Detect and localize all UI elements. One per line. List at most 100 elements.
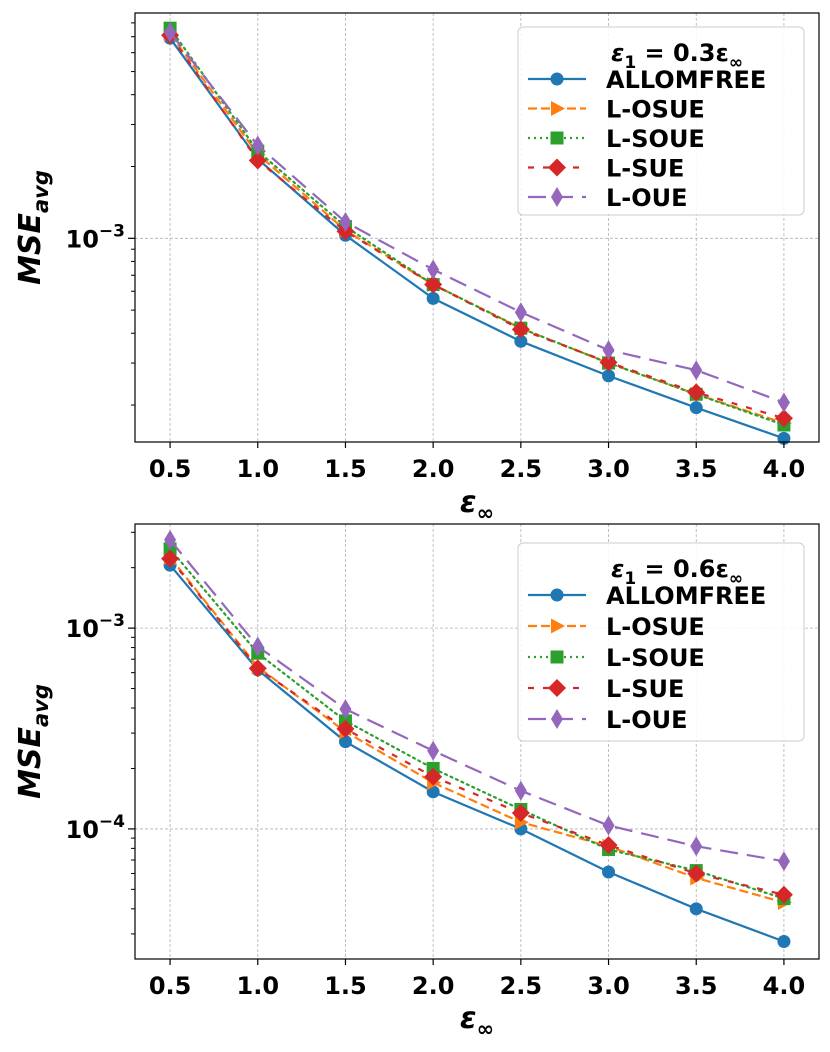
legend-label: L-SUE [606,675,684,703]
series-line [169,564,785,943]
legend-marker [551,709,563,729]
legend-entry-l-soue: L-SOUE [528,125,705,153]
y-tick-label: 10−3 [66,221,125,253]
data-point [164,22,177,43]
legend-marker [548,158,566,177]
data-point [687,383,706,402]
data-point [690,360,703,381]
data-point [774,409,793,428]
data-point [602,340,615,361]
data-point [164,529,177,550]
series-l-sue [161,549,793,904]
data-point [511,320,530,339]
data-point [602,865,616,879]
legend-label: L-OUE [606,706,688,734]
y-axis-label: MSEavg [13,170,53,285]
x-tick-label: 0.5 [149,972,192,1000]
series-l-oue [164,22,790,413]
legend-marker [551,101,565,116]
data-point [514,302,527,323]
data-point [599,353,618,372]
data-point [514,334,528,348]
legend-marker [551,187,563,207]
legend-title: ε1 = 0.3ε∞ [611,39,743,73]
legend-frame [517,542,805,742]
x-tick-label: 1.5 [324,455,367,483]
data-point [514,780,527,801]
data-point [777,851,790,872]
x-tick-label: 2.0 [412,455,455,483]
legend-label: L-SUE [606,155,684,183]
data-point [426,291,440,305]
data-point [511,804,530,823]
legend-entry-l-osue: L-OSUE [528,613,705,641]
y-tick-label: 10−4 [66,812,126,844]
x-axis-label: ε∞ [460,485,494,525]
data-point [689,401,703,415]
series-l-oue [164,529,790,872]
series-line [169,37,785,440]
data-point [424,767,443,786]
series-line [169,31,785,404]
data-point [248,659,267,678]
data-point [339,212,352,233]
data-point [338,735,352,749]
legend: ε1 = 0.6ε∞ALLOMFREE L-OSUE L-SOUE L-SUE L-OU… [517,542,805,742]
data-point [599,836,618,855]
legend-entry-l-oue: L-OUE [528,706,688,734]
data-point [774,885,793,904]
series-line [169,557,785,896]
x-tick-label: 3.0 [587,972,630,1000]
x-tick-label: 4.0 [763,972,806,1000]
legend-marker [551,618,565,634]
x-tick-label: 1.5 [324,972,367,1000]
data-point [777,392,790,413]
axes-frame [134,12,820,443]
legend-label: L-SOUE [606,644,705,672]
legend-label: L-OUE [606,184,688,212]
x-tick-label: 3.0 [587,455,630,483]
data-point [424,275,443,294]
series-allomfree [163,558,791,949]
x-tick-label: 0.5 [149,455,192,483]
x-tick-label: 2.5 [500,972,543,1000]
y-minor-ticks [131,531,135,935]
legend: ε1 = 0.3ε∞ALLOMFREEL-OSUEL-SOUEL-SUEL-OU… [517,26,805,216]
data-point [689,902,703,916]
series-line [169,539,785,863]
legend-marker [550,72,564,86]
legend-marker [550,650,564,664]
y-tick-label: 10−3 [66,611,125,643]
data-point [161,549,180,568]
x-tick-label: 1.0 [237,455,280,483]
x-tick-label: 1.0 [237,972,280,1000]
chart-panel-2: 0.5 1.0 1.5 2.0 2.5 3.0 3.5 4.0 10−3 10−4 ε∞ MSEavg… [13,523,820,1041]
legend-entry-allomfree: ALLOMFREE [528,66,766,94]
data-point [251,135,264,156]
x-tick-label: 3.5 [675,455,718,483]
legend-entry-l-soue: L-SOUE [528,644,705,672]
y-minor-ticks [131,22,135,406]
data-point [251,636,264,657]
legend-label: L-SOUE [606,125,705,153]
legend-frame [517,26,805,216]
data-point [690,836,703,857]
x-tick-label: 2.5 [500,455,543,483]
legend-label: L-OSUE [606,96,705,124]
legend-label: ALLOMFREE [606,582,766,610]
legend-entry-l-sue: L-SUE [528,155,684,183]
legend-title: ε1 = 0.6ε∞ [611,555,743,589]
legend-label: L-OSUE [606,613,705,641]
series-line [168,27,786,427]
axes-frame [134,523,820,960]
data-point [248,151,267,170]
data-point [687,864,706,883]
x-tick-label: 2.0 [412,972,455,1000]
legend-label: ALLOMFREE [606,66,766,94]
data-point [602,815,615,836]
x-tick-label: 3.5 [675,972,718,1000]
legend-entry-l-oue: L-OUE [528,184,688,212]
legend-entry-allomfree: ALLOMFREE [528,582,766,610]
